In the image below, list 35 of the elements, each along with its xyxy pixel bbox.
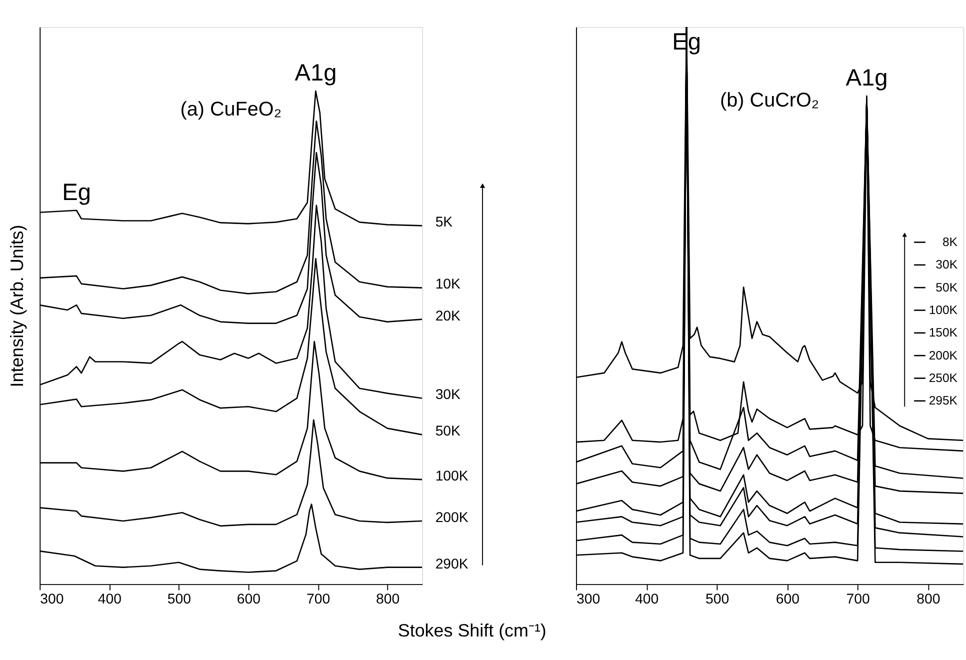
x-tick-label: 600 [776, 591, 800, 608]
x-tick-label: 800 [376, 591, 400, 608]
x-tick-label: 400 [98, 591, 122, 608]
series-label: 10K [435, 276, 462, 293]
legend-label: 100K [928, 303, 958, 318]
x-tick-label: 600 [236, 591, 261, 608]
legend-label: 150K [928, 326, 958, 340]
legend-label: 200K [928, 348, 958, 362]
x-tick-label: 500 [705, 591, 730, 608]
legend-label: 50K [936, 280, 958, 294]
series-label: 20K [435, 308, 462, 324]
x-tick-label: 400 [635, 591, 659, 608]
annotation: (b) CuCrO₂ [720, 89, 820, 112]
legend-label: 295K [928, 394, 958, 408]
series-label: 290K [435, 556, 469, 572]
annotation: A1g [846, 66, 888, 92]
series-label: 30K [435, 387, 462, 404]
x-tick-label: 700 [306, 591, 330, 608]
x-tick-label: 800 [916, 591, 940, 608]
series-label: 5K [435, 214, 454, 231]
legend-label: 250K [928, 371, 958, 386]
x-tick-label: 300 [40, 591, 64, 608]
legend-label: 8K [942, 235, 958, 250]
annotation: (a) CuFeO₂ [180, 98, 282, 121]
annotation: Eg [62, 180, 91, 206]
x-tick-label: 700 [846, 591, 870, 608]
x-tick-label: 300 [576, 591, 600, 608]
annotation: A1g [294, 60, 337, 87]
series-label: 100K [435, 468, 469, 485]
x-axis-title: Stokes Shift (cm⁻¹) [398, 620, 546, 641]
series-label: 200K [435, 510, 469, 526]
legend-label: 30K [936, 258, 958, 272]
y-axis-title: Intensity (Arb. Units) [7, 224, 28, 388]
series-label: 50K [435, 424, 462, 440]
x-tick-label: 500 [167, 591, 192, 608]
